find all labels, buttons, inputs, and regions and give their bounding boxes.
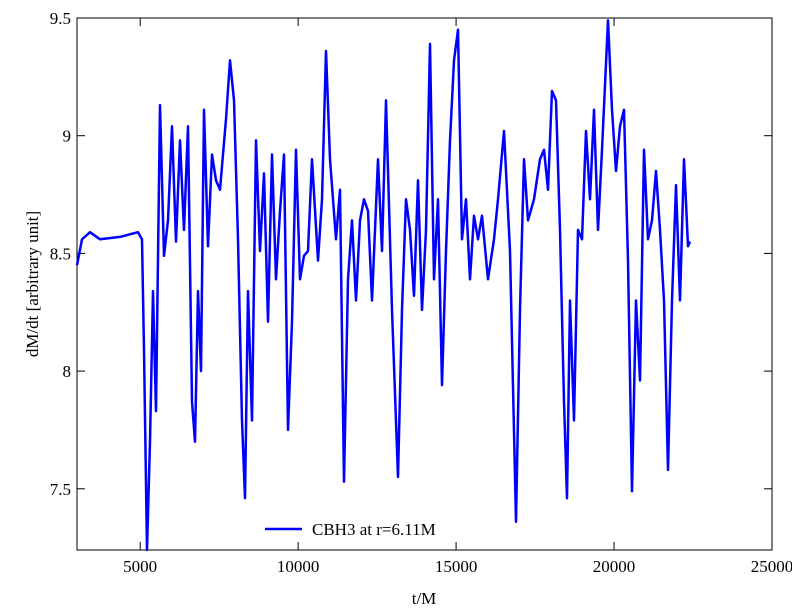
legend-label: CBH3 at r=6.11M	[312, 520, 436, 539]
x-tick-label: 10000	[277, 557, 320, 576]
data-line	[75, 19, 692, 552]
x-tick-label: 20000	[593, 557, 636, 576]
y-axis-label: dM/dt [arbitrary unit]	[23, 211, 42, 357]
y-tick-label: 8	[63, 362, 72, 381]
y-tick-label: 8.5	[50, 244, 71, 263]
y-tick-label: 9.5	[50, 9, 71, 28]
y-tick-label: 9	[63, 127, 72, 146]
x-tick-label: 15000	[435, 557, 478, 576]
plot-frame	[76, 17, 773, 551]
x-tick-label: 5000	[123, 557, 157, 576]
y-tick-label: 7.5	[50, 480, 71, 499]
x-tick-label: 25000	[751, 557, 792, 576]
x-axis-label: t/M	[412, 589, 437, 608]
